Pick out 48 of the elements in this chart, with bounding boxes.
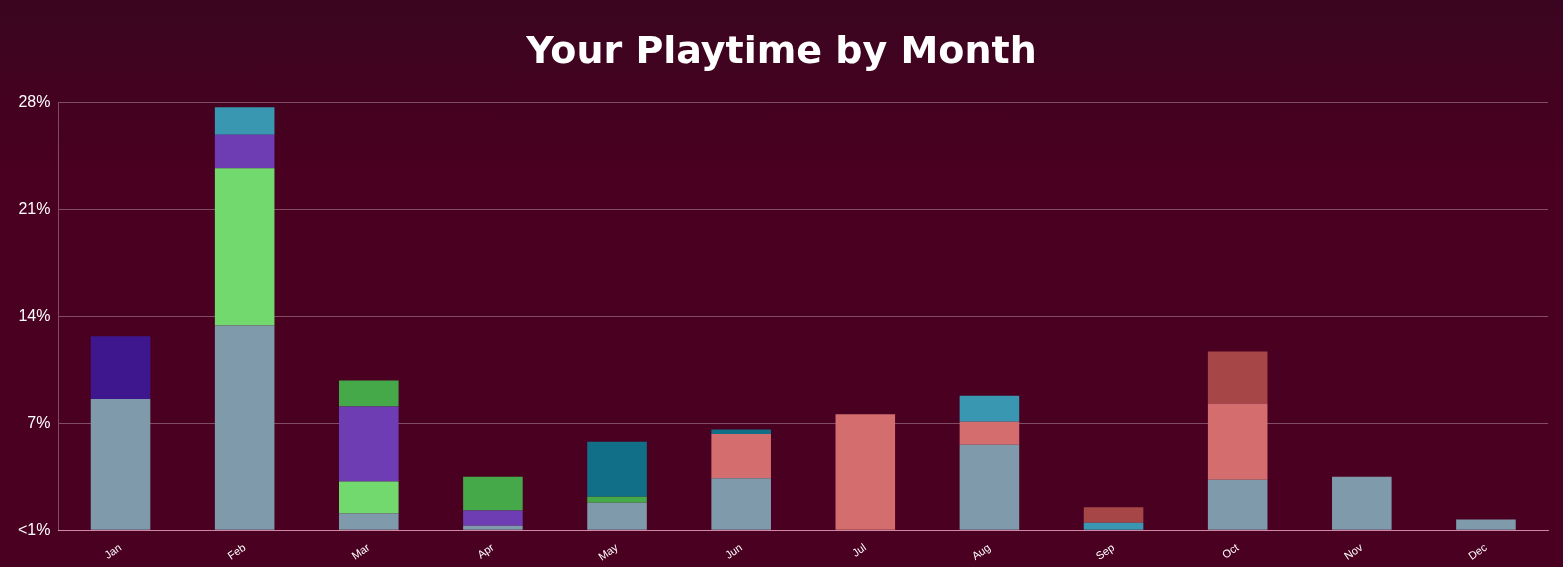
- y-tick-label: 21%: [18, 199, 51, 217]
- bar: [587, 441, 647, 497]
- x-tick-label: May: [596, 540, 621, 563]
- bar: [214, 325, 275, 530]
- bar: [339, 406, 399, 482]
- x-tick-label: Mar: [349, 540, 372, 562]
- x-tick-label: Apr: [474, 540, 497, 561]
- bar: [339, 513, 399, 530]
- bar: [1207, 479, 1268, 530]
- chart-title: Your Playtime by Month: [525, 28, 1038, 72]
- bar: [711, 434, 771, 479]
- x-tick-label: Feb: [225, 540, 248, 562]
- x-tick-label: Nov: [1341, 540, 1366, 563]
- x-tick-label: Aug: [969, 540, 993, 563]
- bar: [959, 444, 1020, 530]
- bar: [90, 398, 151, 530]
- bar: [214, 168, 275, 326]
- bar: [1207, 351, 1268, 404]
- bar: [587, 502, 647, 530]
- y-tick-label: 14%: [18, 306, 51, 324]
- bar: [1083, 507, 1144, 523]
- bar: [1456, 519, 1516, 530]
- x-tick-label: Jun: [722, 540, 745, 561]
- bar: [90, 336, 151, 399]
- bar: [463, 510, 523, 526]
- bar: [1083, 522, 1144, 530]
- bar: [463, 525, 523, 530]
- bar: [463, 476, 523, 511]
- bar: [339, 380, 399, 407]
- y-tick-label: <1%: [18, 520, 51, 538]
- bar: [587, 496, 647, 503]
- y-tick-label: 28%: [18, 93, 51, 111]
- bar: [835, 414, 896, 530]
- x-tick-label: Oct: [1219, 540, 1241, 561]
- x-tick-label: Dec: [1465, 540, 1490, 563]
- x-tick-label: Sep: [1093, 540, 1117, 563]
- bar: [959, 395, 1020, 422]
- bar: [1332, 476, 1392, 530]
- bar: [1207, 403, 1268, 480]
- bar: [339, 481, 399, 514]
- bar: [214, 107, 275, 135]
- bar: [959, 421, 1020, 445]
- y-tick-label: 7%: [27, 413, 51, 431]
- bar: [711, 429, 771, 435]
- bar: [711, 478, 771, 530]
- x-tick-label: Jan: [102, 540, 124, 561]
- bar: [214, 134, 275, 169]
- x-tick-label: Jul: [849, 540, 869, 559]
